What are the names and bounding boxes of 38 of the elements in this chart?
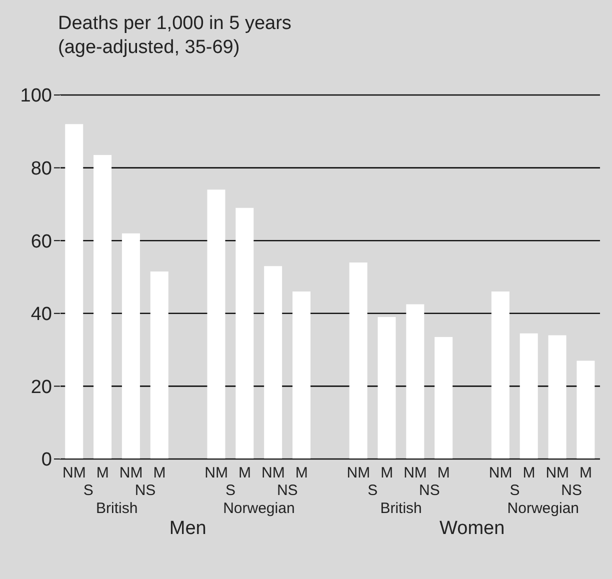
- x-tick-label: NM: [204, 464, 228, 482]
- text: British: [96, 500, 138, 517]
- text: Women: [440, 518, 505, 540]
- text: S: [368, 482, 378, 499]
- y-tick-label: 100: [20, 86, 52, 107]
- x-tick-label: NM: [346, 464, 370, 482]
- x-tick-label: NM: [261, 464, 285, 482]
- x-tick-label: M: [380, 464, 394, 482]
- x-tick-label: M: [238, 464, 251, 482]
- x-tick-label: NM: [546, 464, 570, 482]
- x-tick-label: M: [522, 464, 536, 482]
- x-tick-label: M: [580, 464, 592, 482]
- y-tick-label: 40: [30, 304, 52, 326]
- text: S: [226, 482, 236, 499]
- text: S: [510, 482, 520, 499]
- text: NS: [561, 482, 582, 499]
- text: S: [83, 482, 94, 499]
- text: NS: [419, 482, 440, 499]
- chart-subtitle: (age-adjusted, 35-69): [58, 36, 241, 60]
- x-tick-label: NM: [62, 464, 86, 482]
- x-tick-label: M: [295, 464, 308, 482]
- x-tick-label: M: [437, 464, 450, 482]
- x-tick-label: M: [96, 464, 109, 482]
- y-tick-label: 20: [30, 376, 52, 398]
- y-tick-label: 60: [30, 231, 52, 252]
- text: British: [380, 500, 422, 517]
- x-tick-label: NM: [119, 464, 143, 482]
- text: NS: [276, 482, 298, 499]
- text: Norwegian: [507, 500, 580, 517]
- y-tick-label: 80: [30, 158, 52, 180]
- x-tick-label: NM: [404, 464, 427, 482]
- chart-title: Deaths per 1,000 in 5 years: [58, 12, 292, 36]
- x-tick-label: M: [153, 464, 166, 482]
- text: NS: [134, 482, 156, 499]
- y-tick-label: 0: [41, 450, 52, 471]
- text: Norwegian: [223, 500, 295, 517]
- text: Men: [169, 518, 206, 540]
- x-tick-label: NM: [488, 464, 512, 482]
